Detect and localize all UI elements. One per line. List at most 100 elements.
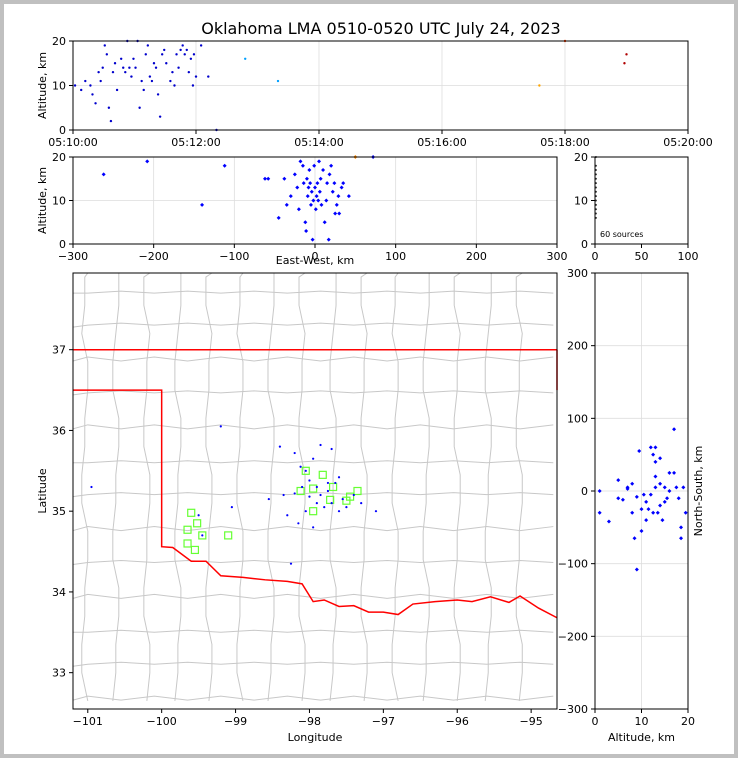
plan-view-point — [345, 506, 348, 509]
plan-view-point — [278, 445, 282, 448]
y-tick-label: 0 — [59, 238, 66, 251]
east-west-frame — [72, 156, 558, 245]
time-altitude-point — [124, 70, 127, 74]
east-west-point — [336, 194, 341, 199]
county-line — [72, 492, 554, 498]
time-altitude-point — [163, 48, 166, 52]
time-altitude-point — [97, 70, 100, 74]
altitude-north-south-panel: 0 10 20 −300 −200 −100 0 100 200 300 North-South, … — [558, 267, 705, 744]
east-west-point — [339, 185, 344, 190]
y-tick-label: 10 — [52, 80, 66, 93]
plan-view-point — [315, 502, 318, 505]
plan-view-point — [308, 495, 311, 498]
east-west-point — [322, 220, 327, 225]
time-altitude-point — [169, 79, 172, 83]
east-west-point — [284, 202, 289, 207]
east-west-point — [329, 163, 334, 168]
x-tick-label: 05:16:00 — [417, 136, 466, 149]
altitude-north-south-point — [648, 492, 653, 497]
time-altitude-point — [148, 75, 152, 78]
x-tick-label: 20 — [681, 715, 695, 728]
y-axis-label: Altitude, km — [36, 167, 49, 234]
x-tick-label: −300 — [58, 250, 88, 263]
time-altitude-point — [152, 62, 156, 65]
county-line — [72, 390, 554, 396]
time-altitude-point — [187, 70, 191, 74]
time-altitude-point — [185, 48, 188, 52]
plan-view-point — [312, 457, 315, 460]
station-marker — [309, 507, 318, 516]
east-west-point — [298, 159, 303, 164]
east-west-point — [101, 172, 106, 177]
east-west-point — [310, 237, 315, 242]
time-altitude-point — [84, 79, 87, 83]
altitude-north-south-point — [667, 489, 672, 493]
east-west-point — [321, 168, 326, 173]
altitude-north-south-point — [660, 518, 665, 523]
x-tick-label: −100 — [219, 250, 249, 263]
x-tick-label: 0 — [312, 250, 319, 263]
time-altitude-point — [138, 106, 141, 109]
east-west-point — [296, 207, 301, 212]
time-altitude-point — [101, 66, 104, 69]
county-line — [72, 322, 554, 328]
plan-view-point — [319, 443, 322, 447]
time-altitude-panel: 05:10:00 05:12:00 05:14:00 05:16:00 05:18:00… — [36, 35, 713, 149]
east-west-point — [326, 237, 331, 242]
y-tick-label: 200 — [567, 340, 588, 353]
altitude-north-south-point — [658, 481, 663, 486]
plan-view-point — [267, 497, 270, 501]
county-lines — [72, 272, 554, 702]
east-west-point — [200, 202, 205, 207]
east-west-point — [313, 185, 317, 190]
county-line — [267, 273, 275, 701]
altitude-north-south-point — [616, 478, 621, 483]
y-axis-label: North-South, km — [692, 446, 705, 537]
altitude-north-south-point — [653, 474, 658, 479]
y-tick-label: −100 — [558, 558, 588, 571]
x-tick-label: −200 — [139, 250, 169, 263]
x-tick-label: 100 — [678, 250, 699, 263]
time-altitude-point — [89, 84, 92, 87]
altitude-north-south-point — [681, 485, 686, 490]
y-tick-label: 0 — [581, 238, 588, 251]
altitude-north-south-point — [625, 486, 630, 491]
time-altitude-point — [142, 88, 145, 92]
time-altitude-point — [171, 70, 174, 74]
station-marker — [326, 495, 335, 504]
county-line — [73, 460, 554, 464]
time-altitude-point — [107, 106, 111, 109]
east-west-point — [317, 189, 322, 194]
y-tick-label: −200 — [558, 630, 588, 643]
county-line — [236, 272, 244, 702]
figure-frame: Oklahoma LMA 0510-0520 UTC July 24, 2023… — [4, 4, 734, 754]
x-tick-label: 05:18:00 — [540, 136, 589, 149]
plan-view-point — [286, 514, 289, 517]
east-west-point — [332, 181, 337, 186]
y-tick-label: 34 — [52, 586, 66, 599]
altitude-north-south-point — [639, 507, 644, 512]
east-west-point — [288, 194, 293, 199]
east-west-point — [316, 198, 321, 203]
station-marker — [318, 470, 327, 479]
plan-view-panel: −101 −100 −99 −98 −97 −96 −95 33 34 35 36 37 Latitud… — [36, 272, 558, 744]
plan-view-point — [312, 526, 315, 529]
station-marker — [187, 508, 196, 517]
y-tick-label: −300 — [558, 703, 588, 716]
altitude-north-south-point — [655, 510, 660, 515]
county-line — [391, 272, 399, 702]
time-altitude-point — [105, 53, 109, 56]
east-west-point — [311, 198, 316, 203]
time-altitude-point — [276, 79, 280, 83]
time-altitude-point — [134, 66, 137, 69]
time-altitude-point — [623, 62, 626, 65]
plan-view-point — [304, 469, 307, 472]
y-tick-label: 300 — [567, 267, 588, 280]
x-tick-label: −100 — [147, 715, 177, 728]
east-west-point — [312, 163, 317, 168]
x-tick-label: 0 — [592, 715, 599, 728]
plan-view-point — [323, 506, 326, 509]
east-west-point — [314, 194, 319, 199]
plan-view-point — [374, 510, 378, 513]
time-altitude-point — [128, 66, 131, 69]
